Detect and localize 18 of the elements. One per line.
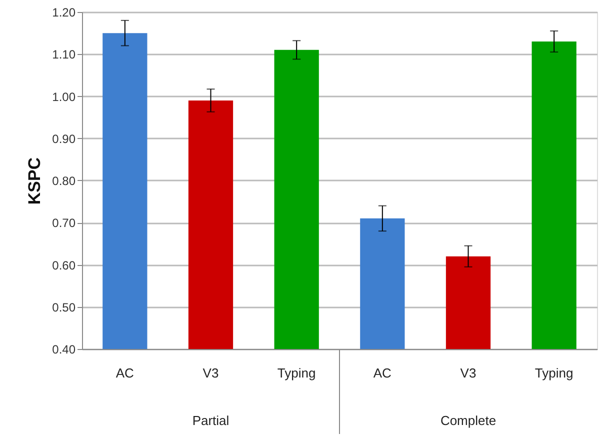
y-tick-label: 1.20 <box>52 6 76 20</box>
x-tick-label: Typing <box>534 366 574 380</box>
y-axis-title: KSPC <box>25 157 44 205</box>
y-tick-label: 0.60 <box>52 258 76 272</box>
y-tick-label: 0.90 <box>52 132 76 146</box>
y-tick-label: 0.50 <box>52 300 76 314</box>
x-tick-label: V3 <box>202 366 219 380</box>
y-tick-label: 1.10 <box>52 48 76 62</box>
y-tick-label: 1.00 <box>52 90 76 104</box>
x-tick-label: AC <box>116 366 134 380</box>
x-tick-label: Typing <box>277 366 316 380</box>
x-tick-label: AC <box>373 366 392 380</box>
text: Complete <box>440 413 496 428</box>
y-tick-label: 0.70 <box>52 216 76 230</box>
y-tick-label: 0.40 <box>52 342 76 356</box>
text: Partial <box>192 413 230 428</box>
x-tick-label: V3 <box>460 366 476 380</box>
y-tick-label: 0.80 <box>52 174 76 188</box>
